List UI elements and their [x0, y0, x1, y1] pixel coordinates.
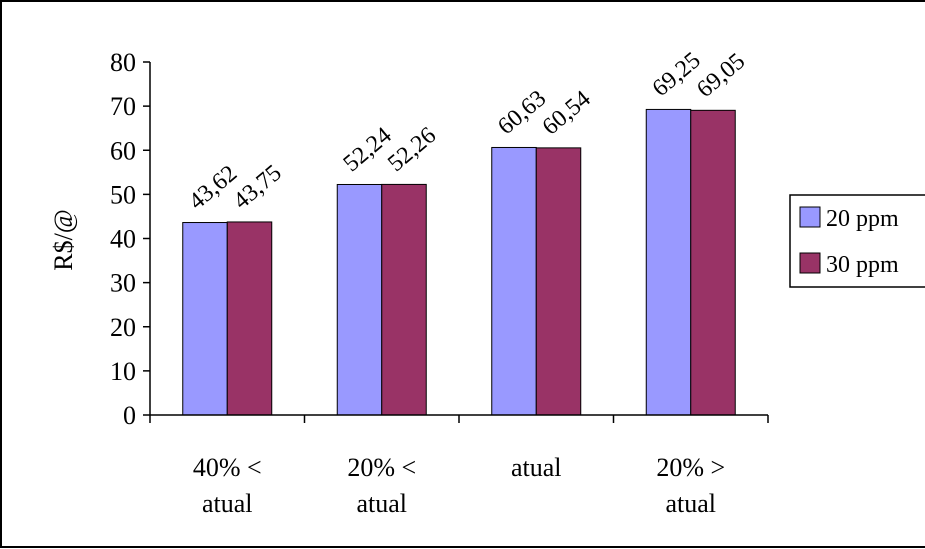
- y-tick-label: 0: [123, 401, 136, 430]
- y-tick-label: 60: [110, 136, 136, 165]
- y-tick-label: 30: [110, 269, 136, 298]
- bar-20ppm-1: [336, 183, 383, 416]
- y-axis-label: R$/@: [49, 209, 78, 271]
- y-tick-label: 50: [110, 180, 136, 209]
- legend-swatch-20ppm: [799, 206, 821, 228]
- legend-label-20ppm: 20 ppm: [826, 206, 899, 232]
- bar-30ppm-2: [535, 147, 582, 416]
- y-tick-label: 10: [110, 357, 136, 386]
- y-tick-label: 70: [110, 92, 136, 121]
- x-tick-label: 40% <: [193, 453, 262, 482]
- legend-label-30ppm: 30 ppm: [826, 252, 899, 278]
- x-tick-label: 20% >: [656, 453, 725, 482]
- x-tick-label: atual: [356, 489, 407, 518]
- legend-swatch-30ppm: [799, 252, 821, 274]
- x-tick-label: atual: [665, 489, 716, 518]
- x-tick-label: atual: [202, 489, 253, 518]
- bar-20ppm-2: [491, 146, 537, 416]
- x-tick-label: 20% <: [347, 453, 416, 482]
- y-tick-label: 80: [110, 48, 136, 77]
- legend: 20 ppm 30 ppm: [789, 194, 925, 288]
- bar-30ppm-0: [226, 221, 273, 416]
- x-tick-label: atual: [511, 453, 562, 482]
- bar-30ppm-1: [381, 183, 427, 416]
- bar-20ppm-0: [182, 222, 228, 416]
- bar-30ppm-3: [690, 109, 736, 416]
- y-tick-label: 40: [110, 225, 136, 254]
- plot-area: 0102030405060708043,6243,7552,2452,2660,…: [110, 47, 769, 518]
- bar-20ppm-3: [645, 108, 692, 416]
- y-tick-label: 20: [110, 313, 136, 342]
